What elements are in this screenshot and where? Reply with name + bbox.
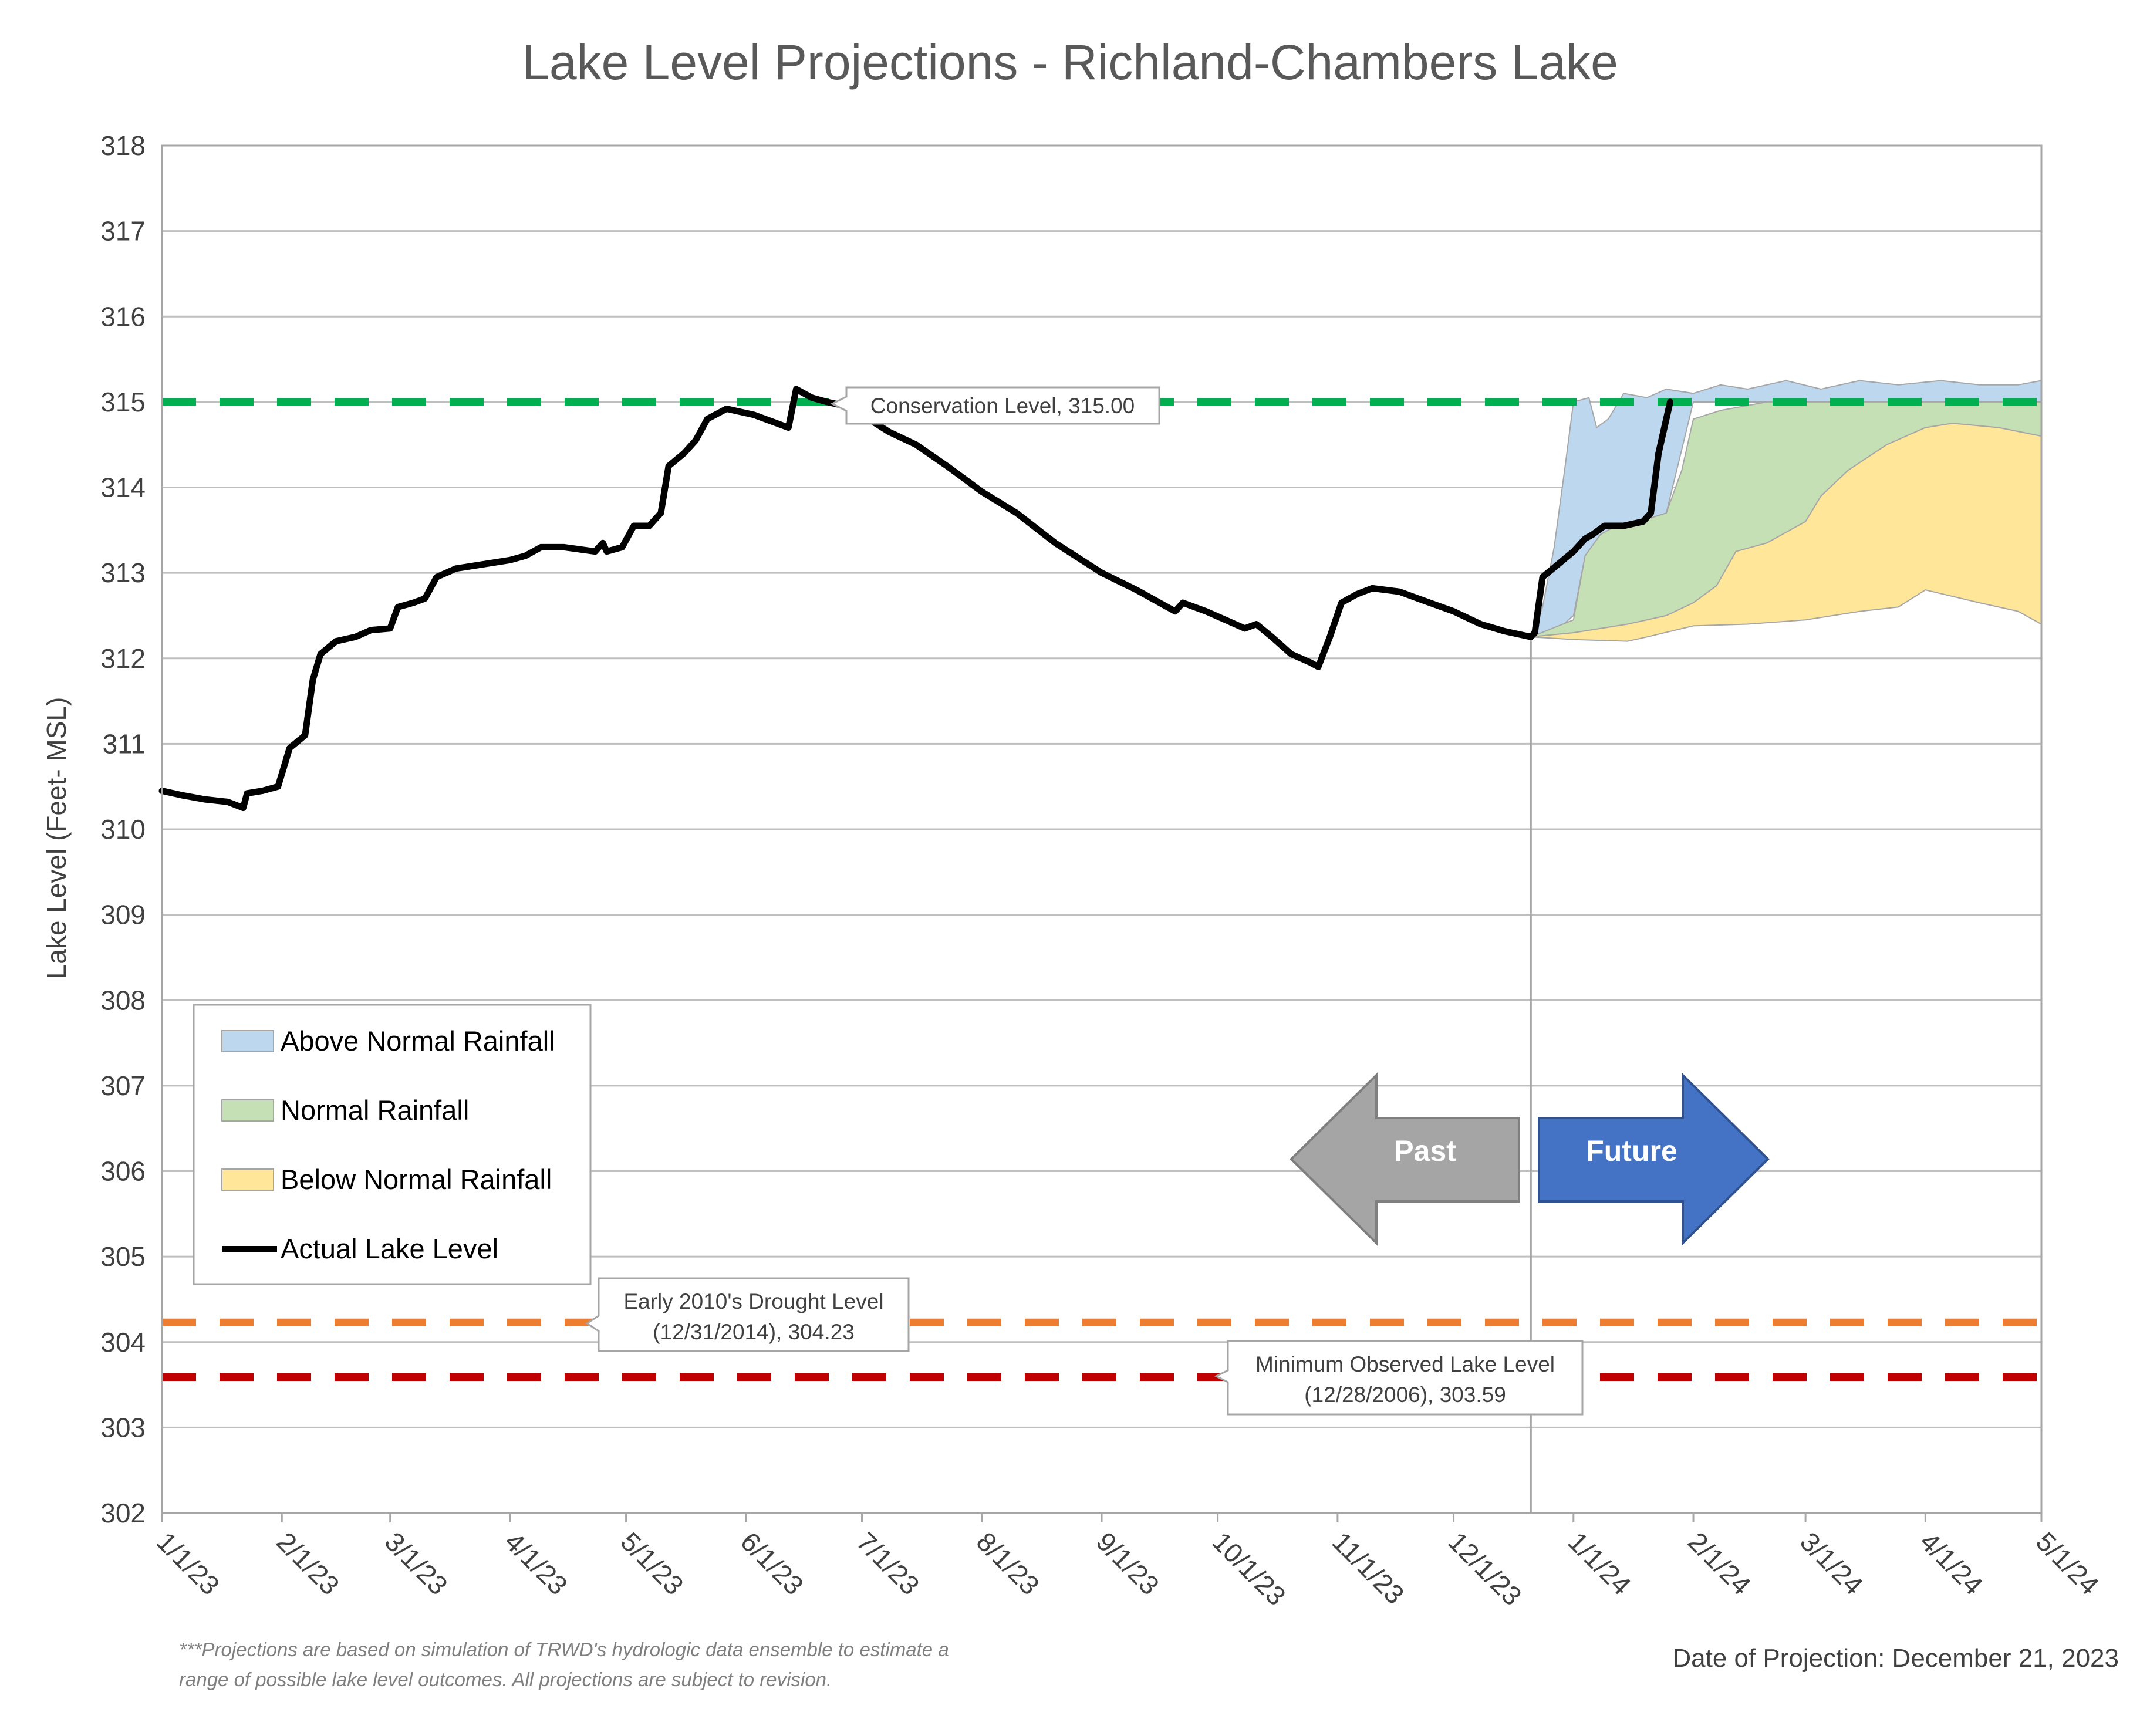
x-tick-label-10: 11/1/23 — [1326, 1526, 1410, 1610]
legend-label-normal: Normal Rainfall — [281, 1095, 469, 1126]
legend-swatch-normal — [221, 1099, 274, 1122]
x-tick-label-12: 1/1/24 — [1562, 1526, 1637, 1600]
y-tick-label-318: 318 — [100, 130, 146, 161]
drought-level-label-line2: (12/31/2014), 304.23 — [653, 1320, 855, 1344]
past-arrow-label: Past — [1394, 1134, 1456, 1167]
y-tick-label-313: 313 — [100, 558, 146, 588]
y-axis-tick-labels: 302 303 304 305 306 307 308 309 310 311 312 313 314 3… — [100, 130, 146, 1528]
y-tick-label-308: 308 — [100, 985, 146, 1015]
legend: Above Normal Rainfall Normal Rainfall Be… — [193, 1004, 592, 1285]
y-tick-label-316: 316 — [100, 301, 146, 332]
x-tick-label-14: 3/1/24 — [1794, 1526, 1869, 1600]
legend-label-actual: Actual Lake Level — [281, 1233, 498, 1264]
x-tick-label-16: 5/1/24 — [2030, 1526, 2105, 1600]
x-tick-label-8: 9/1/23 — [1091, 1526, 1165, 1600]
y-tick-label-315: 315 — [100, 387, 146, 417]
conservation-level-label: Conservation Level, 315.00 — [870, 394, 1135, 418]
y-axis-title: Lake Level (Feet- MSL) — [41, 697, 72, 980]
minimum-level-label-line2: (12/28/2006), 303.59 — [1304, 1383, 1506, 1407]
x-tick-label-1: 2/1/23 — [271, 1526, 345, 1600]
legend-label-below-normal: Below Normal Rainfall — [281, 1164, 552, 1195]
x-axis-tick-labels: 1/1/23 2/1/23 3/1/23 4/1/23 5/1/23 6/1/23 7/1/… — [151, 1513, 2105, 1612]
conservation-level-callout: Conservation Level, 315.00 — [830, 386, 1160, 425]
y-tick-label-303: 303 — [100, 1412, 146, 1443]
y-tick-label-306: 306 — [100, 1156, 146, 1187]
x-tick-label-9: 10/1/23 — [1207, 1526, 1292, 1611]
y-tick-label-309: 309 — [100, 900, 146, 930]
y-tick-label-302: 302 — [100, 1498, 146, 1528]
minimum-level-label-line1: Minimum Observed Lake Level — [1255, 1352, 1555, 1376]
minimum-level-callout: Minimum Observed Lake Level (12/28/2006)… — [1214, 1340, 1584, 1416]
footnote-line-2: range of possible lake level outcomes. A… — [179, 1669, 832, 1690]
x-tick-label-13: 2/1/24 — [1682, 1526, 1757, 1600]
x-tick-label-3: 4/1/23 — [499, 1526, 573, 1600]
date-of-projection: Date of Projection: December 21, 2023 — [1672, 1644, 2119, 1673]
x-tick-label-11: 12/1/23 — [1442, 1526, 1527, 1611]
x-tick-label-7: 8/1/23 — [971, 1526, 1045, 1600]
y-tick-label-305: 305 — [100, 1241, 146, 1272]
projection-bands — [1530, 380, 2042, 642]
x-tick-label-5: 6/1/23 — [735, 1526, 809, 1600]
y-tick-label-311: 311 — [103, 728, 146, 759]
y-tick-label-317: 317 — [100, 216, 146, 246]
past-arrow: Past — [1290, 1072, 1520, 1246]
x-tick-label-6: 7/1/23 — [850, 1526, 925, 1600]
x-tick-label-15: 4/1/24 — [1914, 1526, 1989, 1600]
y-tick-label-310: 310 — [100, 814, 146, 845]
y-tick-label-307: 307 — [100, 1070, 146, 1101]
band-below-normal-rainfall — [1531, 423, 2042, 642]
y-tick-label-312: 312 — [100, 643, 146, 674]
drought-level-callout: Early 2010's Drought Level (12/31/2014),… — [585, 1277, 910, 1352]
footnote-line-1: ***Projections are based on simulation o… — [179, 1639, 949, 1660]
future-arrow: Future — [1538, 1072, 1770, 1246]
y-tick-label-304: 304 — [100, 1327, 146, 1357]
future-arrow-label: Future — [1586, 1134, 1677, 1167]
y-tick-label-314: 314 — [100, 472, 146, 503]
legend-label-above-normal: Above Normal Rainfall — [281, 1025, 555, 1056]
chart-title: Lake Level Projections - Richland-Chambe… — [522, 35, 1618, 90]
drought-level-label-line1: Early 2010's Drought Level — [623, 1289, 883, 1313]
x-tick-label-4: 5/1/23 — [615, 1526, 690, 1600]
legend-swatch-above-normal — [221, 1030, 274, 1052]
x-tick-label-0: 1/1/23 — [151, 1526, 225, 1600]
legend-swatch-below-normal — [221, 1168, 274, 1191]
x-tick-label-2: 3/1/23 — [379, 1526, 454, 1600]
series-line-actual-lake-level — [158, 386, 1673, 812]
gridlines — [162, 144, 2041, 1514]
actual-lake-level-group — [158, 386, 1673, 812]
